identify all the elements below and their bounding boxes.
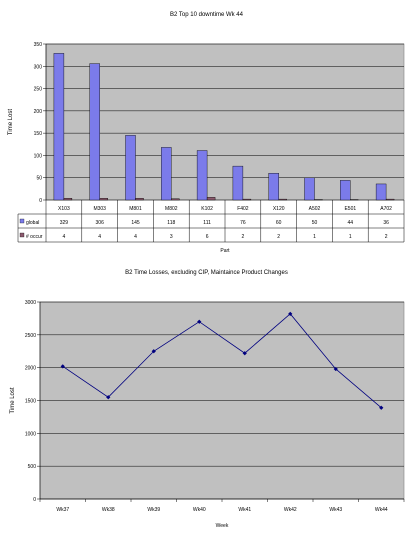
bar-occur: [242, 198, 252, 201]
data-point: [288, 311, 293, 316]
category-label: M801: [129, 206, 142, 212]
category-label: X103: [58, 206, 70, 212]
data-point: [333, 366, 338, 372]
plot-area: [45, 43, 405, 201]
x-tick-label: Wk40: [193, 507, 206, 513]
y-tick-label: 100: [34, 153, 43, 159]
value-label-global: 145: [131, 220, 140, 226]
value-label-global: 76: [240, 220, 246, 226]
x-tick-label: Wk44: [375, 507, 388, 513]
x-tick-label: Wk39: [147, 507, 160, 513]
value-label-global: 329: [60, 220, 69, 226]
legend-swatch-global: [19, 218, 25, 224]
bar-global: [161, 147, 172, 201]
bar-global: [340, 180, 351, 201]
bar-global: [268, 173, 279, 201]
bar-global: [375, 183, 387, 201]
bar-occur: [63, 198, 73, 201]
value-label-occur: 3: [170, 234, 173, 240]
chart1-title: B2 Top 10 downtime Wk 44: [170, 12, 243, 18]
bar-global: [304, 177, 315, 201]
value-label-global: 36: [383, 220, 389, 226]
y-tick-label: 250: [34, 87, 43, 93]
y-tick-label: 2000: [25, 366, 36, 372]
y-tick-label: 300: [34, 64, 43, 70]
value-label-global: 60: [276, 220, 282, 226]
y-tick-label: 3000: [25, 300, 36, 306]
category-label: F402: [237, 206, 249, 212]
y-tick-label: 150: [34, 131, 43, 137]
value-label-occur: 1: [349, 234, 352, 240]
category-label: M802: [165, 206, 178, 212]
y-tick-label: 500: [28, 464, 37, 470]
bar-occur: [135, 198, 144, 201]
y-tick-label: 2500: [25, 333, 36, 339]
data-point: [242, 351, 247, 356]
x-tick-label: Wk41: [238, 507, 251, 513]
category-label: E501: [344, 206, 356, 212]
chart2-title: B2 Time Losses, excluding CIP, Maintainc…: [125, 270, 288, 276]
y-tick-label: 350: [34, 42, 43, 48]
bar-global: [196, 150, 208, 201]
y-tick-label: 1000: [25, 431, 36, 437]
x-tick-label: Wk38: [102, 507, 115, 513]
legend-label-global: global: [26, 220, 39, 226]
data-point: [379, 405, 384, 410]
value-label-global: 44: [348, 220, 354, 226]
x-axis-title: Week: [216, 523, 229, 529]
value-label-occur: 4: [98, 234, 101, 240]
value-label-occur: 2: [242, 234, 245, 240]
value-label-occur: 1: [313, 234, 316, 240]
category-label: A702: [380, 206, 392, 212]
bar-occur: [385, 198, 395, 201]
value-label-global: 50: [312, 220, 318, 226]
bar-global: [89, 63, 100, 201]
value-label-occur: 4: [134, 234, 137, 240]
category-label: M303: [93, 206, 106, 212]
x-tick-label: Wk43: [329, 507, 342, 513]
x-axis-title: Part: [220, 248, 230, 254]
y-tick-label: 0: [39, 198, 42, 204]
y-tick-label: 50: [36, 176, 42, 182]
y-tick-label: 1500: [25, 399, 36, 405]
value-label-occur: 6: [206, 234, 209, 240]
value-label-global: 111: [203, 220, 211, 226]
y-tick-label: 0: [33, 497, 36, 503]
bar-global: [125, 135, 136, 201]
bar-global: [53, 53, 65, 201]
x-tick-label: Wk42: [284, 507, 297, 513]
x-tick-label: Wk37: [56, 507, 69, 513]
legend-label-occur: # occur: [26, 234, 43, 240]
bar-occur: [206, 197, 216, 201]
y-tick-label: 200: [34, 109, 43, 115]
value-label-occur: 2: [385, 234, 388, 240]
bar-occur: [99, 198, 108, 201]
data-point: [151, 349, 156, 354]
category-label: A502: [309, 206, 321, 212]
value-label-global: 306: [96, 220, 105, 226]
category-label: X120: [273, 206, 285, 212]
value-label-global: 118: [167, 220, 175, 226]
bar-global: [232, 165, 244, 201]
bar-occur: [171, 198, 180, 201]
bar-occur: [278, 198, 287, 201]
category-label: K102: [201, 206, 213, 212]
legend-swatch-occur: [19, 232, 25, 238]
chart1-svg: 050100150200250300350X1033294M3033064M80…: [8, 42, 405, 254]
series-line: [62, 313, 382, 409]
y-axis-title: Time Lost: [10, 387, 16, 413]
value-label-occur: 4: [63, 234, 66, 240]
value-label-occur: 2: [277, 234, 280, 240]
data-point: [197, 319, 202, 324]
y-axis-title: Time Lost: [8, 109, 14, 135]
